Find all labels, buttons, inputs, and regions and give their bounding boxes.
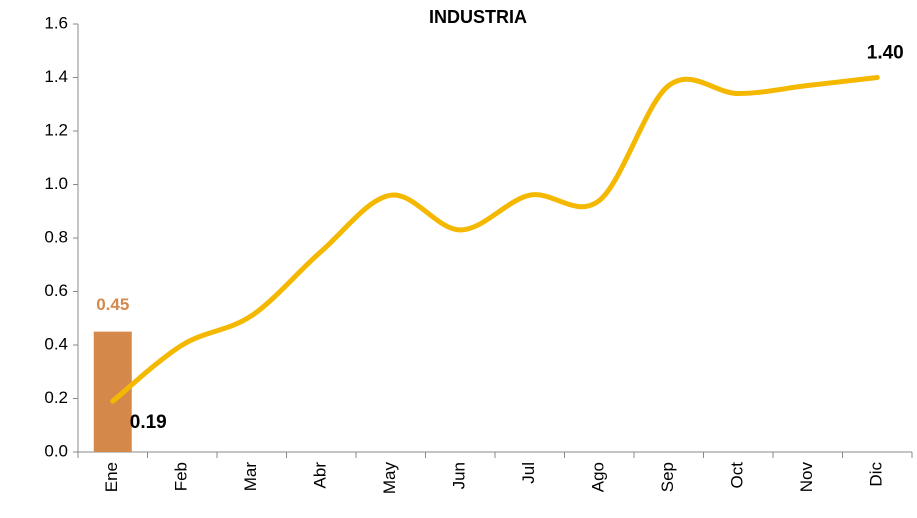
x-tick-label: Nov	[797, 462, 816, 493]
x-tick-label: Jul	[519, 462, 538, 484]
chart-title: INDUSTRIA	[429, 7, 527, 27]
y-tick-label: 0.6	[44, 281, 68, 300]
x-tick-label: Sep	[658, 462, 677, 492]
x-tick-label: Abr	[311, 462, 330, 489]
line	[110, 75, 880, 404]
y-tick-label: 1.6	[44, 13, 68, 32]
data-label: 1.40	[867, 43, 904, 64]
x-tick-label: Oct	[728, 462, 747, 489]
y-tick-label: 0.4	[44, 334, 68, 353]
y-tick-label: 1.0	[44, 174, 68, 193]
x-tick-label: Jun	[450, 462, 469, 489]
x-tick-label: May	[380, 462, 399, 495]
y-tick-label: 0.2	[44, 388, 68, 407]
x-tick-label: Ago	[589, 462, 608, 492]
x-tick-label: Mar	[241, 462, 260, 492]
y-tick-label: 1.2	[44, 120, 68, 139]
y-tick-label: 0.8	[44, 227, 68, 246]
x-tick-label: Dic	[867, 462, 886, 487]
y-tick-label: 0.0	[44, 441, 68, 460]
data-label: 0.19	[130, 412, 167, 433]
x-tick-label: Ene	[102, 462, 121, 492]
y-tick-label: 1.4	[44, 67, 68, 86]
data-label: 0.45	[96, 295, 129, 314]
x-tick-label: Feb	[172, 462, 191, 491]
